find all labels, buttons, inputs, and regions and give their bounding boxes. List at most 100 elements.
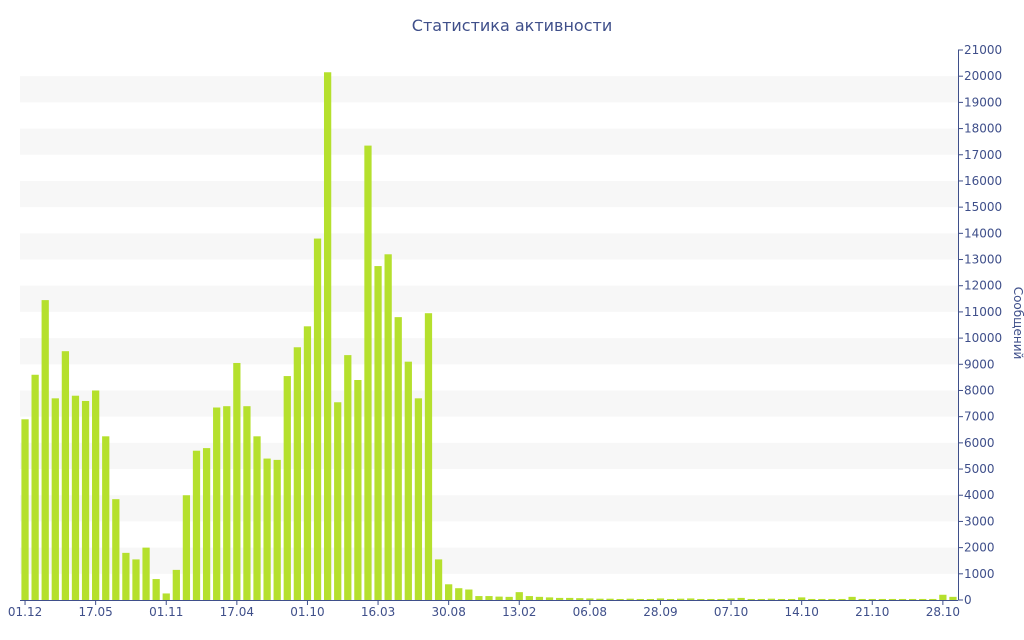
- y-tick-label: 16000: [964, 174, 1002, 188]
- y-tick-label: 0: [964, 593, 972, 607]
- bar: [112, 499, 120, 600]
- bar: [92, 390, 100, 600]
- y-tick-label: 8000: [964, 383, 995, 397]
- x-tick-label: 01.10: [290, 605, 324, 619]
- bar: [636, 598, 644, 600]
- bar: [152, 579, 160, 600]
- bar: [374, 266, 382, 600]
- bar: [616, 598, 624, 600]
- bar-series: [21, 72, 957, 601]
- y-tick-label: 21000: [964, 43, 1002, 57]
- bar: [929, 598, 937, 600]
- bar: [253, 436, 261, 600]
- y-tick-label: 1000: [964, 567, 995, 581]
- bar: [626, 598, 634, 600]
- bar: [192, 450, 201, 600]
- bar: [122, 552, 130, 600]
- bar: [61, 351, 70, 600]
- y-tick-label: 9000: [964, 357, 995, 371]
- x-tick-label: 01.11: [149, 605, 183, 619]
- bar: [41, 300, 49, 600]
- bar: [908, 598, 917, 600]
- bar: [919, 598, 927, 600]
- y-tick-label: 7000: [964, 410, 995, 424]
- bar: [818, 598, 826, 600]
- bar: [687, 598, 695, 600]
- bar: [475, 596, 483, 600]
- y-tick-label: 11000: [964, 305, 1002, 319]
- bar: [445, 584, 453, 600]
- bar: [515, 592, 523, 600]
- bar: [172, 569, 180, 600]
- bar: [51, 398, 59, 600]
- bar: [555, 597, 564, 600]
- bar: [707, 598, 715, 600]
- bar: [576, 598, 584, 600]
- bar: [495, 596, 503, 600]
- bar: [878, 598, 886, 600]
- bar: [545, 597, 554, 600]
- x-axis: 01.12 17.05 01.11 17.04 01.10 16.03 30.08 13.02…: [8, 600, 960, 619]
- x-tick-label: 01.12: [8, 605, 42, 619]
- grid-band: [20, 442, 958, 470]
- bar: [898, 598, 907, 600]
- bar: [888, 598, 897, 600]
- bar: [334, 402, 342, 600]
- x-tick-label: 07.10: [714, 605, 748, 619]
- bar: [142, 547, 150, 600]
- bar: [293, 347, 301, 600]
- y-tick-label: 2000: [964, 541, 995, 555]
- x-tick-label: 17.05: [78, 605, 112, 619]
- y-tick-label: 5000: [964, 462, 995, 476]
- bar: [243, 406, 251, 600]
- bar: [505, 596, 513, 600]
- bar: [102, 436, 110, 600]
- bar: [808, 598, 816, 600]
- bar: [465, 589, 473, 600]
- bar: [485, 596, 493, 600]
- x-tick-label: 16.03: [361, 605, 395, 619]
- bar: [283, 376, 291, 600]
- grid-band: [20, 338, 958, 365]
- bar: [717, 598, 725, 600]
- y-tick-label: 15000: [964, 200, 1002, 214]
- y-tick-label: 10000: [964, 331, 1002, 345]
- bar: [949, 596, 957, 600]
- y-tick-label: 14000: [964, 226, 1002, 240]
- bar: [666, 598, 675, 600]
- grid-band: [20, 390, 958, 417]
- bar: [798, 597, 806, 600]
- bar: [677, 598, 685, 600]
- y-tick-label: 18000: [964, 122, 1002, 136]
- bar: [273, 459, 281, 600]
- y-axis: 0 1000 2000 3000 4000 5000 6000 7000 8000 9000 100…: [958, 43, 1002, 607]
- bar: [656, 598, 665, 600]
- bar: [344, 355, 352, 600]
- x-tick-label: 30.08: [431, 605, 465, 619]
- y-tick-label: 17000: [964, 148, 1002, 162]
- bar: [404, 361, 412, 600]
- x-tick-label: 13.02: [502, 605, 536, 619]
- bar: [424, 313, 433, 600]
- bar: [263, 458, 271, 600]
- y-tick-label: 19000: [964, 95, 1002, 109]
- bar: [31, 374, 39, 600]
- bar: [414, 398, 423, 600]
- bar: [132, 559, 140, 600]
- y-tick-label: 20000: [964, 69, 1002, 83]
- bar: [354, 380, 362, 600]
- grid-band: [20, 128, 958, 155]
- bar: [434, 559, 443, 600]
- bar: [747, 598, 755, 600]
- bar: [646, 598, 655, 600]
- y-axis-label: Сообщений: [1011, 287, 1024, 360]
- bar: [828, 598, 836, 600]
- x-tick-label: 28.09: [643, 605, 677, 619]
- bar: [162, 593, 170, 600]
- bar: [697, 598, 705, 600]
- grid-band: [20, 233, 958, 260]
- x-tick-label: 28.10: [926, 605, 960, 619]
- bar: [727, 598, 735, 600]
